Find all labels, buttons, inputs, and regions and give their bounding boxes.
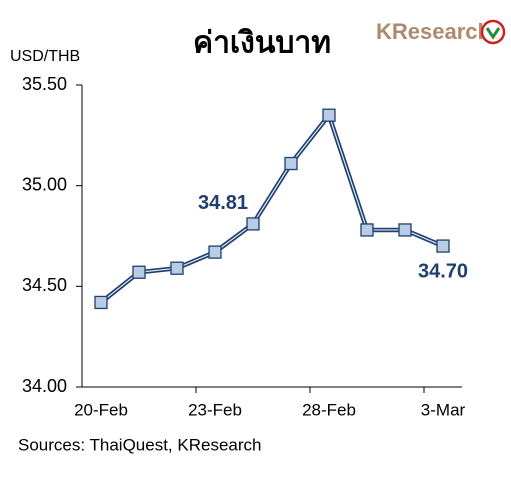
point-marker <box>246 217 260 231</box>
source-note: Sources: ThaiQuest, KResearch <box>18 435 261 454</box>
x-tick-label: 20-Feb <box>74 400 128 419</box>
point-marker <box>94 295 108 310</box>
series-line <box>100 113 444 303</box>
x-tick-label: 28-Feb <box>302 400 356 419</box>
point-marker <box>208 245 222 259</box>
point-marker <box>170 261 184 275</box>
y-tick-label: 35.00 <box>22 174 67 194</box>
data-label: 34.70 <box>418 260 468 282</box>
y-axis-label: USD/THB <box>10 48 80 65</box>
x-tick-label: 23-Feb <box>188 400 242 419</box>
data-label: 34.81 <box>198 192 248 214</box>
y-tick-label: 34.00 <box>22 376 67 396</box>
point-marker <box>436 239 450 253</box>
point-marker <box>360 223 374 237</box>
point-marker <box>322 108 336 122</box>
point-marker <box>398 223 412 237</box>
chart-title: ค่าเงินบาท <box>193 26 331 61</box>
logo: KResearch <box>376 19 491 44</box>
y-tick-label: 35.50 <box>22 74 67 94</box>
point-marker <box>132 265 146 279</box>
point-marker <box>284 156 298 171</box>
x-tick-label: 3-Mar <box>421 400 466 419</box>
y-tick-label: 34.50 <box>22 275 67 295</box>
logo-icon <box>480 19 506 45</box>
